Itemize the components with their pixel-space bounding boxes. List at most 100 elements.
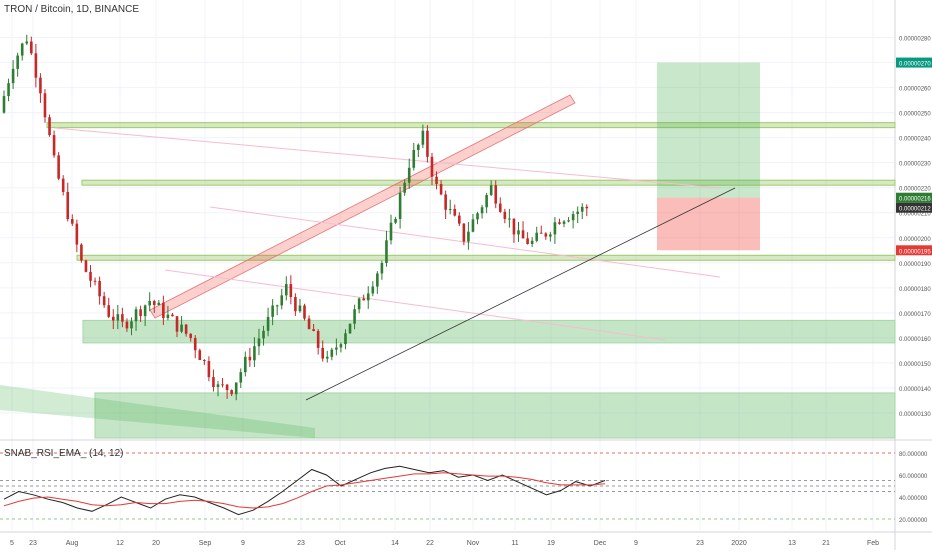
time-tick-label: 19 [547,540,555,547]
channel-line [164,269,666,341]
candle-up [325,356,329,359]
candle-down [34,53,38,78]
candle-down [435,176,438,185]
support-zone [82,319,896,344]
candle-down [221,384,224,386]
candle-down [66,191,70,220]
channel-line [54,127,721,189]
price-tick-label: 0.00000160 [899,337,931,343]
candle-down [312,329,315,331]
candle-up [239,372,243,383]
price-label-text: 0.00000270 [899,62,931,68]
candle-up [417,144,420,150]
candle-down [43,93,47,118]
candle-down [89,271,92,281]
support-band [76,254,896,261]
candle-down [294,297,297,312]
candle-up [330,349,334,357]
candle-down [307,318,311,330]
indicator-tick-label: 60.000000 [899,474,928,480]
time-tick-label: 12 [116,540,124,547]
candle-down [57,155,60,179]
candle-up [398,192,402,219]
time-tick-label: Dec [594,540,607,547]
candle-down [362,298,365,301]
candle-down [462,223,466,242]
candle-down [303,305,306,319]
candle-down [30,41,33,54]
time-tick-label: 11 [511,540,518,547]
price-label-text: 0.00000216 [899,197,931,203]
price-tick-label: 0.00000230 [899,162,931,168]
candle-up [580,206,584,212]
candle-up [467,231,470,242]
time-tick-label: 23 [297,540,305,547]
trend-band [0,385,315,438]
indicator-title: SNAB_RSI_EMA_ (14, 12) [4,448,124,459]
indicator-tick-label: 20.000000 [899,518,928,524]
candle-down [125,321,129,329]
candle-down [503,211,507,219]
candle-down [458,215,461,224]
price-tick-label: 0.00000150 [899,362,931,368]
indicator-tick-label: 40.000000 [899,496,928,502]
candle-up [562,221,566,224]
candle-down [558,222,561,224]
candle-up [16,55,19,69]
candle-up [166,314,170,319]
candle-up [380,262,384,274]
channel-line [209,206,721,278]
candle-down [526,238,529,244]
candle-down [212,377,215,387]
candle-up [530,240,534,244]
candle-up [216,384,220,387]
candle-up [489,185,493,196]
time-tick-label: 9 [241,540,245,547]
candle-up [371,286,375,294]
candle-up [576,211,579,215]
time-tick-label: Feb [867,540,879,547]
candle-up [448,208,452,210]
candle-down [444,194,447,210]
time-tick-label: 23 [29,540,37,547]
indicator-tick-label: 80.000000 [899,452,928,458]
candle-up [271,305,274,317]
candle-down [207,361,211,378]
candle-down [84,260,88,272]
candle-down [198,350,202,361]
candle-down [430,156,434,177]
time-tick-label: 9 [634,540,638,547]
candle-up [253,346,256,361]
rising-channel [149,94,576,319]
candle-up [376,273,379,287]
candle-down [539,232,543,234]
candle-down [111,316,115,321]
resistance-band [81,179,896,186]
candle-down [225,384,229,391]
candle-down [75,223,79,245]
time-tick-label: 21 [822,540,830,547]
candle-up [421,130,425,145]
candle-down [184,324,188,334]
candle-up [412,149,416,168]
candle-up [20,43,24,56]
candle-up [567,220,570,222]
candle-down [162,302,165,319]
candle-up [571,214,575,221]
candle-up [298,305,302,312]
candle-up [244,356,247,373]
candle-down [93,280,97,282]
candle-down [48,117,51,136]
candle-up [385,240,388,263]
candle-up [284,284,288,296]
candle-down [139,309,142,317]
candle-up [389,222,393,241]
candle-up [11,68,15,84]
stop-zone [657,197,760,251]
candle-down [316,330,320,348]
price-tick-label: 0.00000210 [899,212,931,218]
candle-up [480,207,484,214]
